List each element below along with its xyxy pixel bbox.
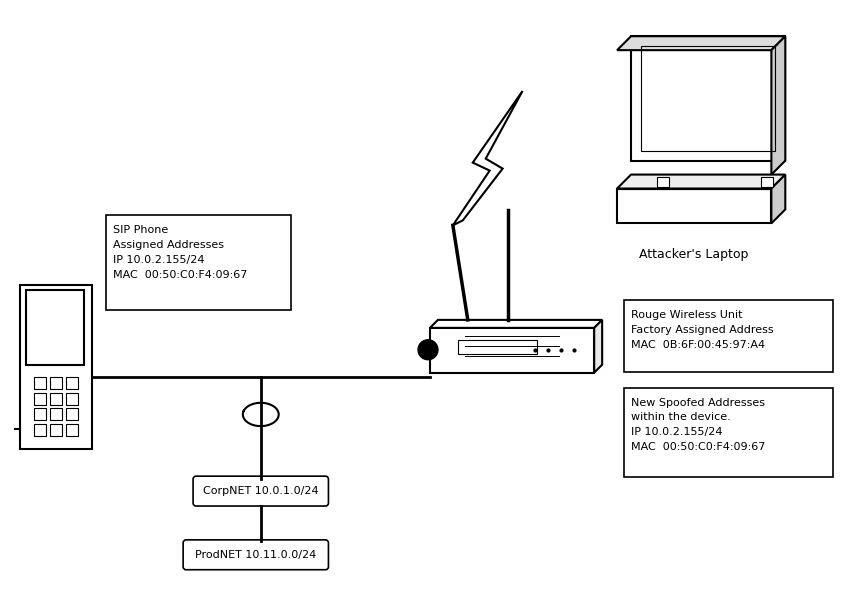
Polygon shape (631, 36, 785, 161)
Text: SIP Phone
Assigned Addresses
IP 10.0.2.155/24
MAC  00:50:C0:F4:09:67: SIP Phone Assigned Addresses IP 10.0.2.1… (113, 225, 248, 280)
Polygon shape (617, 188, 772, 224)
Bar (50, 393, 62, 405)
Bar (430, 328, 595, 372)
Text: ProdNET 10.11.0.0/24: ProdNET 10.11.0.0/24 (195, 550, 317, 560)
Bar (50, 408, 62, 420)
Bar (66, 424, 78, 436)
Polygon shape (772, 36, 785, 175)
Bar (34, 424, 46, 436)
Bar (50, 424, 62, 436)
Text: New Spoofed Addresses
within the device.
IP 10.0.2.155/24
MAC  00:50:C0:F4:09:67: New Spoofed Addresses within the device.… (631, 398, 766, 452)
Circle shape (418, 340, 438, 360)
Polygon shape (453, 91, 523, 225)
Bar (624, 300, 833, 372)
Bar (66, 393, 78, 405)
Bar (641, 46, 775, 151)
Bar (26, 290, 84, 365)
Text: Rouge Wireless Unit
Factory Assigned Address
MAC  0B:6F:00:45:97:A4: Rouge Wireless Unit Factory Assigned Add… (631, 310, 773, 349)
Text: Attacker's Laptop: Attacker's Laptop (639, 248, 749, 261)
Bar (50, 377, 62, 389)
Polygon shape (430, 320, 602, 328)
Bar (66, 408, 78, 420)
Bar (107, 215, 291, 310)
Text: CorpNET 10.0.1.0/24: CorpNET 10.0.1.0/24 (203, 486, 318, 496)
Bar (657, 176, 669, 187)
Bar (34, 377, 46, 389)
Polygon shape (617, 175, 785, 188)
Polygon shape (595, 320, 602, 372)
Bar (34, 408, 46, 420)
Bar (761, 176, 773, 187)
Bar (66, 377, 78, 389)
Bar (458, 340, 538, 354)
Bar (34, 393, 46, 405)
Bar (19, 285, 91, 449)
Polygon shape (772, 175, 785, 224)
Polygon shape (617, 36, 785, 50)
Bar (624, 387, 833, 477)
